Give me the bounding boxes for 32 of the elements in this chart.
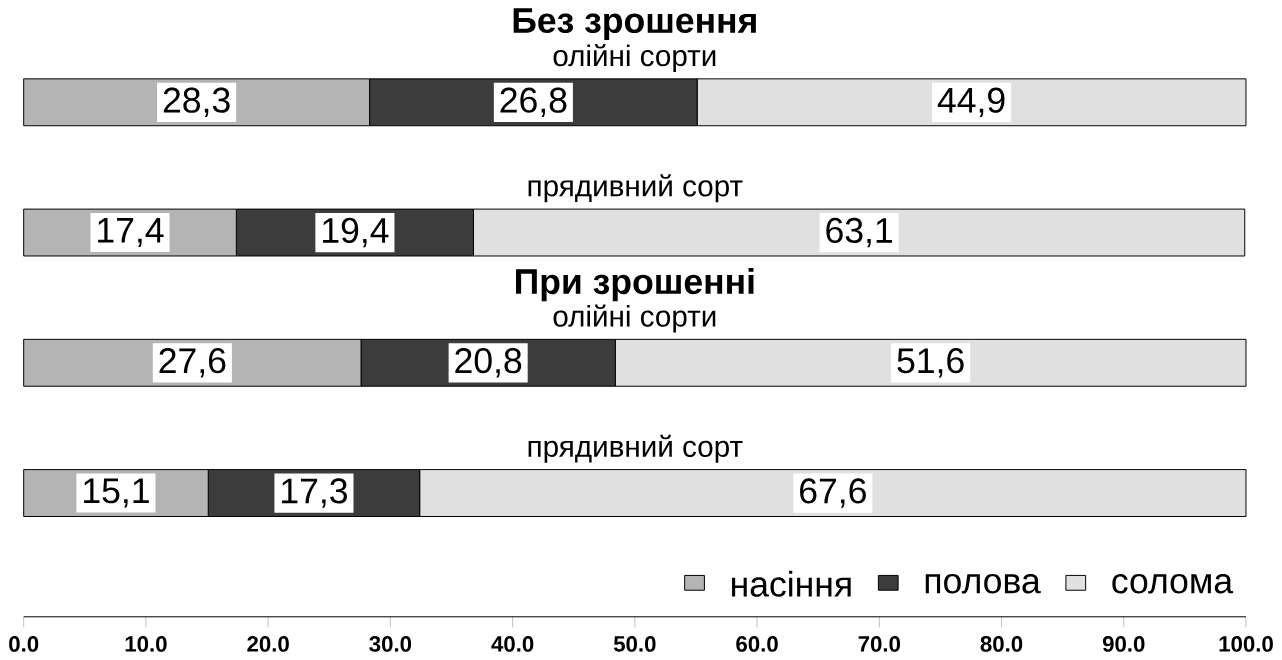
data-label: 20,8 (455, 348, 522, 378)
x-tick-label: 100.0 (1219, 636, 1273, 652)
x-tick-label: 80.0 (980, 636, 1023, 652)
x-tick-label: 10.0 (125, 636, 167, 652)
legend-label: солома (1112, 574, 1234, 594)
x-tick-label: 70.0 (858, 636, 901, 652)
data-label: 67,6 (800, 478, 866, 508)
y-tick-label: прядивний сорт (528, 174, 743, 203)
annotation: Без зрошення (513, 8, 756, 41)
data-label: 27,6 (159, 348, 226, 378)
x-tick-label: 30.0 (369, 636, 412, 652)
x-tick-label: 20.0 (247, 636, 289, 652)
data-label: 63,1 (826, 217, 892, 248)
data-label: 51,6 (897, 348, 964, 378)
x-tick-label: 40.0 (491, 636, 534, 652)
data-label: 15,1 (84, 478, 149, 508)
y-tick-label: прядивний сорт (528, 434, 743, 463)
data-label: 17,4 (98, 218, 164, 248)
data-label: 28,3 (163, 87, 230, 117)
annotation: При зрошенні (516, 268, 754, 302)
x-tick-label: 0.0 (9, 636, 39, 652)
data-label: 19,4 (323, 217, 389, 248)
x-tick-label: 90.0 (1102, 636, 1145, 652)
legend-label: полова (925, 574, 1041, 594)
y-tick-label: олійні сорти (553, 43, 716, 73)
x-tick-label: 60.0 (736, 636, 778, 652)
y-tick-label: олійні сорти (553, 304, 716, 333)
data-label: 44,9 (937, 87, 1005, 117)
x-tick-label: 50.0 (613, 636, 656, 652)
data-label: 26,8 (500, 87, 567, 117)
legend-label: насіння (732, 570, 851, 597)
data-label: 17,3 (282, 478, 347, 508)
